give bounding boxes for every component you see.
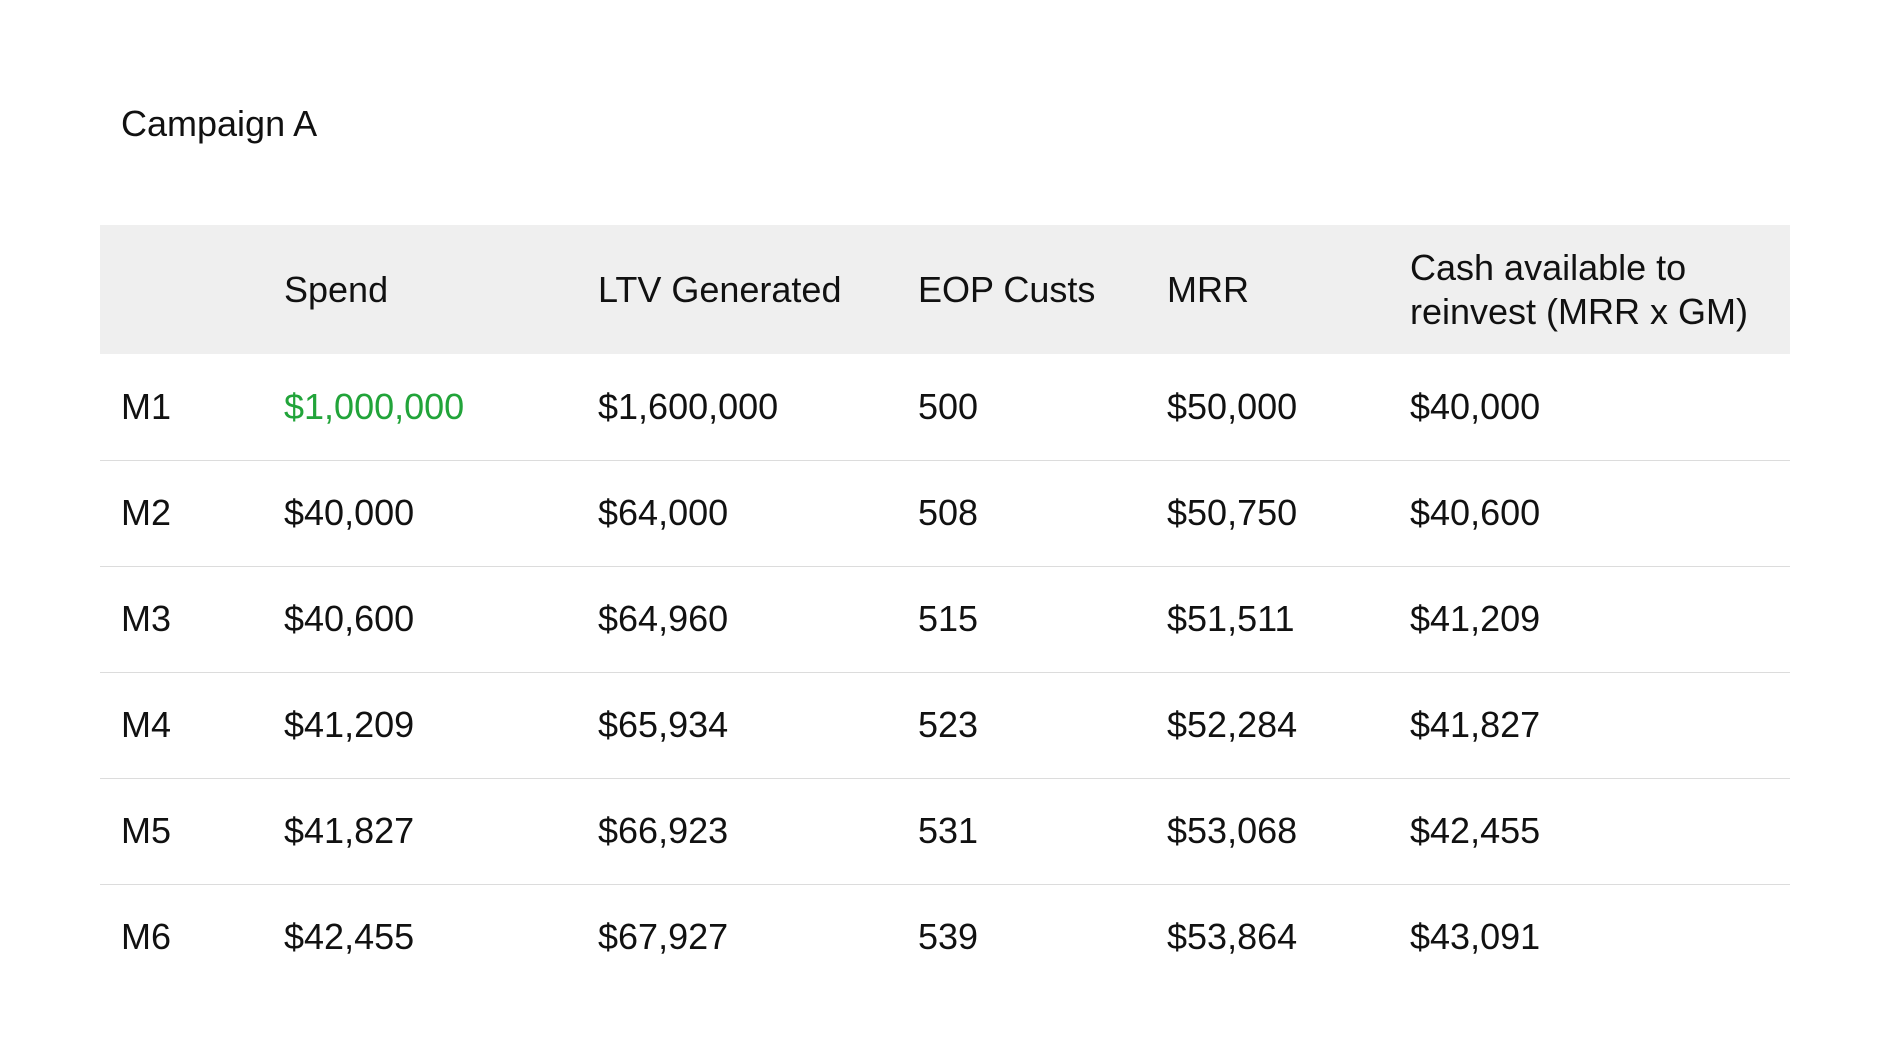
table-cell-cash-available: $40,000 [1410,385,1541,427]
column-header-label [100,225,263,354]
column-header-eop-custs: EOP Custs [918,268,1096,310]
table-cell-ltv-generated: $1,600,000 [598,385,779,427]
table-cell-eop-custs: 515 [918,598,979,639]
column-header-mrr: MRR [1167,268,1249,310]
table-cell-month: M4 [121,704,172,745]
table-cell-eop-custs: 508 [918,492,979,533]
table-cell-month: M6 [121,916,172,958]
table-cell-ltv-generated: $65,934 [598,704,729,745]
table-header-row: Spend LTV Generated EOP Custs MRR Cash a… [100,225,1790,354]
table-row: M6 $42,455 $67,927 539 $53,864 $43,091 [100,884,1790,990]
table-cell-mrr: $50,000 [1167,385,1298,427]
table-row: M4 $41,209 $65,934 523 $52,284 $41,827 [100,672,1790,778]
table-cell-cash-available: $43,091 [1410,916,1541,958]
table-cell-mrr: $53,864 [1167,916,1298,958]
table-cell-month: M2 [121,492,172,533]
table-cell-eop-custs: 531 [918,810,979,851]
page-title: Campaign A [121,103,318,144]
table-cell-month: M5 [121,810,172,851]
campaign-table: Spend LTV Generated EOP Custs MRR Cash a… [100,225,1790,990]
table-cell-mrr: $50,750 [1167,492,1298,533]
table-row: M2 $40,000 $64,000 508 $50,750 $40,600 [100,460,1790,566]
column-header-ltv-generated: LTV Generated [598,268,842,310]
table-cell-eop-custs: 539 [918,916,979,958]
column-header-spend: Spend [284,268,389,310]
table-cell-cash-available: $41,827 [1410,704,1541,745]
table-cell-spend: $40,000 [284,492,415,533]
table-cell-ltv-generated: $66,923 [598,810,729,851]
table-cell-month: M1 [121,385,172,427]
table-cell-ltv-generated: $64,000 [598,492,729,533]
table-cell-cash-available: $40,600 [1410,492,1541,533]
table-cell-cash-available: $42,455 [1410,810,1541,851]
table-row: M5 $41,827 $66,923 531 $53,068 $42,455 [100,778,1790,884]
table-cell-eop-custs: 500 [918,385,979,427]
column-header-cash-available: Cash available to reinvest (MRR x GM) [1410,246,1749,332]
table-cell-spend: $1,000,000 [284,385,465,427]
table-cell-month: M3 [121,598,172,639]
table-body: M1 $1,000,000 $1,600,000 500 $50,000 $40,000 M… [100,354,1790,990]
table-cell-mrr: $53,068 [1167,810,1298,851]
table-cell-mrr: $52,284 [1167,704,1298,745]
table-cell-spend: $41,209 [284,704,415,745]
table-cell-ltv-generated: $64,960 [598,598,729,639]
campaign-table-container: Spend LTV Generated EOP Custs MRR Cash a… [100,225,1790,990]
table-cell-mrr: $51,511 [1167,598,1295,639]
table-row: M1 $1,000,000 $1,600,000 500 $50,000 $40,000 [100,354,1790,460]
table-cell-cash-available: $41,209 [1410,598,1541,639]
table-cell-spend: $40,600 [284,598,415,639]
table-cell-eop-custs: 523 [918,704,979,745]
table-cell-ltv-generated: $67,927 [598,916,729,958]
table-cell-spend: $42,455 [284,916,415,958]
table-row: M3 $40,600 $64,960 515 $51,511 $41,209 [100,566,1790,672]
table-cell-spend: $41,827 [284,810,415,851]
